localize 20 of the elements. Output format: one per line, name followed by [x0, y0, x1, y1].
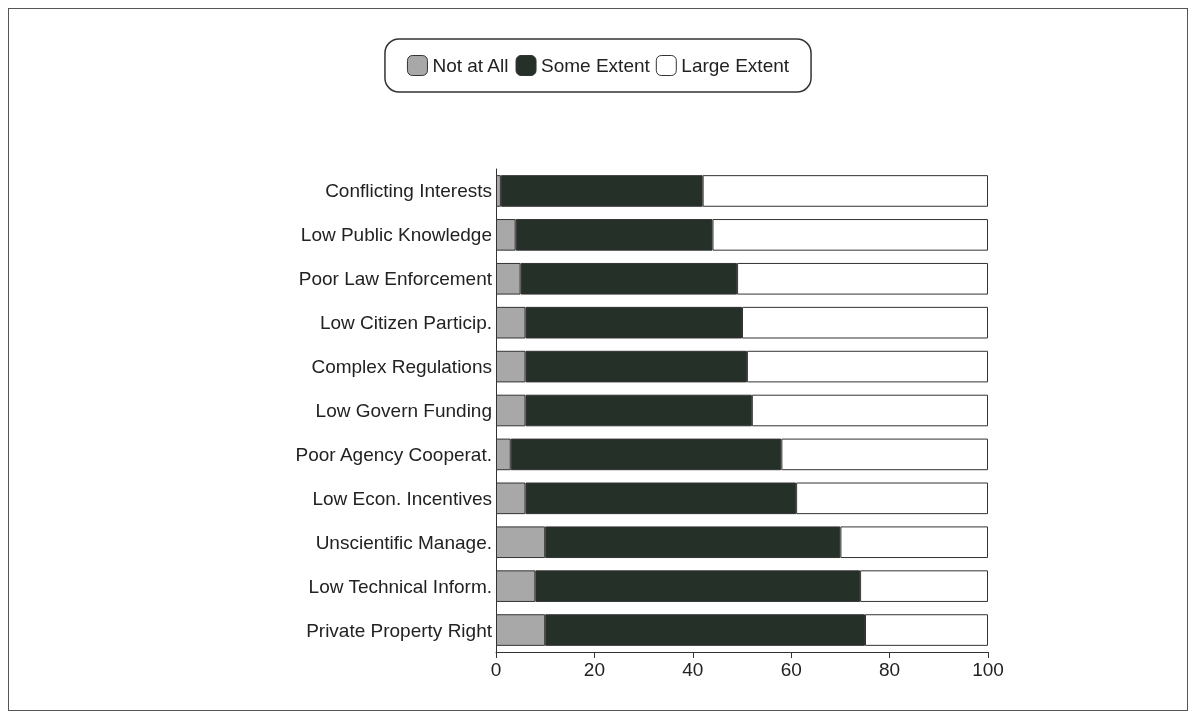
x-tick-label: 80	[879, 659, 901, 680]
x-tick-label: 0	[490, 659, 502, 680]
x-tick-label: 40	[682, 659, 704, 680]
y-tick-label: Low Govern Funding	[315, 400, 492, 421]
y-tick-label: Poor Agency Cooperat.	[295, 443, 492, 465]
y-tick-label: Unscientific Manage.	[315, 531, 492, 553]
x-tick-label: 20	[583, 659, 605, 680]
legend-label: Large Extent	[681, 55, 790, 76]
legend-label: Not at All	[432, 55, 509, 76]
y-tick-label: Low Technical Inform.	[308, 575, 492, 597]
y-tick-label: Low Citizen Particip.	[319, 312, 492, 334]
y-tick-label: Complex Regulations	[311, 356, 492, 378]
x-tick-label: 60	[780, 659, 802, 680]
y-tick-label: Low Econ. Incentives	[312, 487, 492, 509]
y-tick-label: Low Public Knowledge	[300, 224, 492, 246]
legend-label: Some Extent	[541, 55, 651, 76]
y-tick-label: Private Property Right	[306, 619, 493, 641]
x-tick-label: 100	[972, 659, 1004, 680]
y-tick-label: Poor Law Enforcement	[298, 268, 493, 290]
y-tick-label: Conflicting Interests	[325, 180, 492, 202]
